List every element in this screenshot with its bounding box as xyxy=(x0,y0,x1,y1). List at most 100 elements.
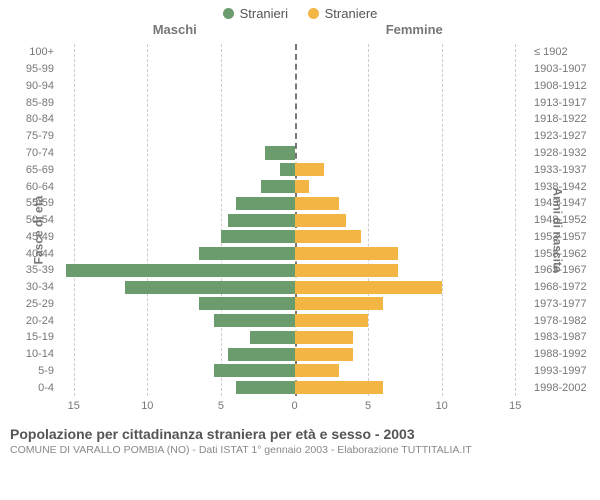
age-row: 90-941908-1912 xyxy=(59,78,530,95)
birth-year-label: 1953-1957 xyxy=(534,231,596,243)
x-tick-label: 5 xyxy=(218,400,224,412)
age-row: 25-291973-1977 xyxy=(59,295,530,312)
bar-female xyxy=(295,364,339,377)
bar-female xyxy=(295,264,398,277)
age-label: 50-54 xyxy=(4,214,54,226)
title-female: Femmine xyxy=(295,22,600,40)
bar-male xyxy=(250,331,294,344)
age-label: 45-49 xyxy=(4,231,54,243)
bar-female xyxy=(295,314,369,327)
birth-year-label: 1978-1982 xyxy=(534,315,596,327)
age-row: 0-41998-2002 xyxy=(59,379,530,396)
age-label: 5-9 xyxy=(4,365,54,377)
birth-year-label: 1973-1977 xyxy=(534,298,596,310)
birth-year-label: ≤ 1902 xyxy=(534,46,596,58)
age-label: 80-84 xyxy=(4,113,54,125)
bar-female xyxy=(295,163,324,176)
population-pyramid: Stranieri Straniere Maschi Femmine Fasce… xyxy=(0,0,600,500)
age-label: 85-89 xyxy=(4,97,54,109)
swatch-female xyxy=(308,8,319,19)
birth-year-label: 1948-1952 xyxy=(534,214,596,226)
bar-male xyxy=(125,281,294,294)
age-label: 10-14 xyxy=(4,348,54,360)
bar-rows: 100+≤ 190295-991903-190790-941908-191285… xyxy=(59,44,530,396)
age-row: 80-841918-1922 xyxy=(59,111,530,128)
bar-male xyxy=(228,214,294,227)
plot-area: Fasce di età Anni di nascita 100+≤ 19029… xyxy=(4,40,596,420)
age-row: 95-991903-1907 xyxy=(59,61,530,78)
bar-female xyxy=(295,197,339,210)
bar-female xyxy=(295,381,383,394)
age-row: 45-491953-1957 xyxy=(59,228,530,245)
bar-male xyxy=(66,264,294,277)
birth-year-label: 1908-1912 xyxy=(534,80,596,92)
age-row: 15-191983-1987 xyxy=(59,329,530,346)
birth-year-label: 1998-2002 xyxy=(534,382,596,394)
age-row: 55-591943-1947 xyxy=(59,195,530,212)
age-row: 5-91993-1997 xyxy=(59,363,530,380)
bar-female xyxy=(295,247,398,260)
x-tick-label: 10 xyxy=(436,400,448,412)
birth-year-label: 1963-1967 xyxy=(534,264,596,276)
birth-year-label: 1988-1992 xyxy=(534,348,596,360)
birth-year-label: 1993-1997 xyxy=(534,365,596,377)
age-label: 0-4 xyxy=(4,382,54,394)
x-tick-label: 15 xyxy=(509,400,521,412)
age-row: 20-241978-1982 xyxy=(59,312,530,329)
caption-sub: COMUNE DI VARALLO POMBIA (NO) - Dati IST… xyxy=(10,444,590,456)
bar-male xyxy=(199,247,295,260)
age-row: 85-891913-1917 xyxy=(59,94,530,111)
x-tick-label: 5 xyxy=(365,400,371,412)
birth-year-label: 1938-1942 xyxy=(534,181,596,193)
birth-year-label: 1913-1917 xyxy=(534,97,596,109)
bar-male xyxy=(228,348,294,361)
x-tick-label: 10 xyxy=(141,400,153,412)
birth-year-label: 1933-1937 xyxy=(534,164,596,176)
legend-female-label: Straniere xyxy=(325,6,378,21)
birth-year-label: 1958-1962 xyxy=(534,248,596,260)
bar-male xyxy=(214,364,295,377)
bar-male xyxy=(280,163,295,176)
age-label: 95-99 xyxy=(4,63,54,75)
swatch-male xyxy=(223,8,234,19)
birth-year-label: 1968-1972 xyxy=(534,281,596,293)
caption: Popolazione per cittadinanza straniera p… xyxy=(0,420,600,456)
age-row: 40-441958-1962 xyxy=(59,245,530,262)
age-label: 20-24 xyxy=(4,315,54,327)
birth-year-label: 1928-1932 xyxy=(534,147,596,159)
age-label: 55-59 xyxy=(4,197,54,209)
title-male: Maschi xyxy=(0,22,295,40)
age-row: 50-541948-1952 xyxy=(59,212,530,229)
x-axis-labels: 15 10 5 0 5 10 15 xyxy=(59,400,530,416)
bar-male xyxy=(221,230,295,243)
bar-female xyxy=(295,331,354,344)
age-row: 30-341968-1972 xyxy=(59,279,530,296)
bar-male xyxy=(236,197,295,210)
bar-female xyxy=(295,230,361,243)
age-label: 30-34 xyxy=(4,281,54,293)
bar-male xyxy=(214,314,295,327)
column-titles: Maschi Femmine xyxy=(0,22,600,40)
legend-male: Stranieri xyxy=(223,6,288,21)
caption-main: Popolazione per cittadinanza straniera p… xyxy=(10,426,590,442)
bar-female xyxy=(295,214,347,227)
birth-year-label: 1943-1947 xyxy=(534,197,596,209)
birth-year-label: 1903-1907 xyxy=(534,63,596,75)
bar-male xyxy=(261,180,295,193)
age-row: 65-691933-1937 xyxy=(59,161,530,178)
age-label: 60-64 xyxy=(4,181,54,193)
bar-male xyxy=(265,146,294,159)
legend-male-label: Stranieri xyxy=(240,6,288,21)
x-tick-label: 15 xyxy=(68,400,80,412)
bar-male xyxy=(199,297,295,310)
birth-year-label: 1983-1987 xyxy=(534,331,596,343)
age-label: 70-74 xyxy=(4,147,54,159)
age-label: 40-44 xyxy=(4,248,54,260)
age-row: 70-741928-1932 xyxy=(59,145,530,162)
legend-female: Straniere xyxy=(308,6,378,21)
age-label: 75-79 xyxy=(4,130,54,142)
x-tick-label: 0 xyxy=(291,400,297,412)
age-row: 10-141988-1992 xyxy=(59,346,530,363)
age-row: 60-641938-1942 xyxy=(59,178,530,195)
bar-female xyxy=(295,297,383,310)
